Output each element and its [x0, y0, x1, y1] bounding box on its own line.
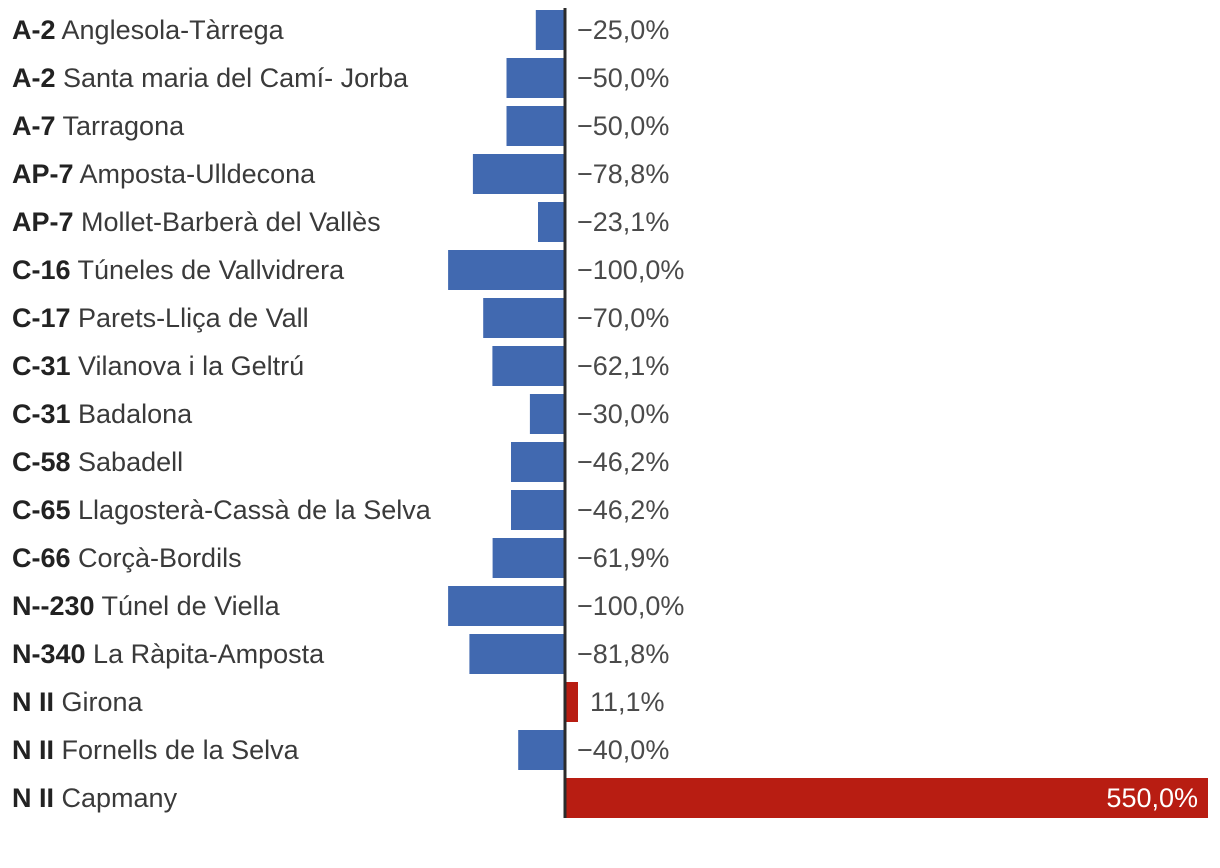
value-label: −61,9% — [577, 543, 669, 573]
road-code-label: C-17 — [12, 303, 71, 333]
value-label: −100,0% — [577, 255, 684, 285]
bar — [448, 250, 565, 290]
value-label: 550,0% — [1106, 783, 1198, 813]
bar — [492, 538, 565, 578]
category-label: C-65 Llagosterà-Cassà de la Selva — [12, 495, 432, 525]
category-label: AP-7 Amposta-Ulldecona — [12, 159, 316, 189]
bar — [483, 298, 565, 338]
place-name-label: Amposta-Ulldecona — [74, 159, 317, 189]
bars-group — [448, 10, 1208, 818]
value-label: −46,2% — [577, 447, 669, 477]
category-label: N--230 Túnel de Viella — [12, 591, 281, 621]
bar — [565, 682, 578, 722]
road-code-label: C-31 — [12, 399, 71, 429]
place-name-label: Túneles de Vallvidrera — [71, 255, 346, 285]
category-label: N-340 La Ràpita-Amposta — [12, 639, 325, 669]
value-label: −50,0% — [577, 63, 669, 93]
place-name-label: Santa maria del Camí- Jorba — [56, 63, 410, 93]
category-label: A-7 Tarragona — [12, 111, 185, 141]
place-name-label: Girona — [54, 687, 144, 717]
bar — [535, 10, 565, 50]
category-label: C-31 Vilanova i la Geltrú — [12, 351, 304, 381]
bar — [529, 394, 565, 434]
value-label: −25,0% — [577, 15, 669, 45]
value-label: 11,1% — [590, 687, 665, 717]
place-name-label: Corçà-Bordils — [71, 543, 242, 573]
value-label: −70,0% — [577, 303, 669, 333]
category-label: N II Girona — [12, 687, 144, 717]
category-label: A-2 Santa maria del Camí- Jorba — [12, 63, 409, 93]
value-label: −62,1% — [577, 351, 669, 381]
road-code-label: A-7 — [12, 111, 56, 141]
bar — [506, 58, 565, 98]
road-code-label: N II — [12, 783, 54, 813]
value-label: −100,0% — [577, 591, 684, 621]
bar — [511, 490, 565, 530]
road-code-label: A-2 — [12, 15, 56, 45]
bar — [518, 730, 565, 770]
bar — [492, 346, 565, 386]
bar — [472, 154, 565, 194]
place-name-label: Capmany — [54, 783, 178, 813]
road-code-label: AP-7 — [12, 159, 74, 189]
road-code-label: N--230 — [12, 591, 95, 621]
category-label: N II Fornells de la Selva — [12, 735, 300, 765]
place-name-label: La Ràpita-Amposta — [86, 639, 326, 669]
road-code-label: C-65 — [12, 495, 71, 525]
place-name-label: Sabadell — [71, 447, 184, 477]
category-label: N II Capmany — [12, 783, 178, 813]
bar — [469, 634, 565, 674]
value-label: −50,0% — [577, 111, 669, 141]
category-label: A-2 Anglesola-Tàrrega — [12, 15, 285, 45]
value-label: −78,8% — [577, 159, 669, 189]
bar — [506, 106, 565, 146]
category-label: C-31 Badalona — [12, 399, 193, 429]
category-label: C-16 Túneles de Vallvidrera — [12, 255, 345, 285]
value-label: −30,0% — [577, 399, 669, 429]
value-label: −40,0% — [577, 735, 669, 765]
road-code-label: N II — [12, 735, 54, 765]
value-label: −23,1% — [577, 207, 669, 237]
road-code-label: N-340 — [12, 639, 86, 669]
road-code-label: AP-7 — [12, 207, 74, 237]
place-name-label: Tarragona — [56, 111, 186, 141]
bar — [565, 778, 1208, 818]
category-label: C-58 Sabadell — [12, 447, 183, 477]
place-name-label: Parets-Lliça de Vall — [71, 303, 309, 333]
road-code-label: C-58 — [12, 447, 71, 477]
road-code-label: C-16 — [12, 255, 71, 285]
place-name-label: Mollet-Barberà del Vallès — [74, 207, 381, 237]
place-name-label: Badalona — [71, 399, 194, 429]
bar — [448, 586, 565, 626]
value-labels-group: −25,0% −50,0% −50,0% −78,8% −23,1% −100,0% −70… — [577, 15, 1198, 813]
road-code-label: C-66 — [12, 543, 71, 573]
value-label: −81,8% — [577, 639, 669, 669]
category-label: AP-7 Mollet-Barberà del Vallès — [12, 207, 381, 237]
road-code-label: A-2 — [12, 63, 56, 93]
road-code-label: C-31 — [12, 351, 71, 381]
place-name-label: Túnel de Viella — [95, 591, 281, 621]
category-label: C-66 Corçà-Bordils — [12, 543, 242, 573]
place-name-label: Fornells de la Selva — [54, 735, 300, 765]
place-name-label: Llagosterà-Cassà de la Selva — [71, 495, 432, 525]
road-code-label: N II — [12, 687, 54, 717]
bar — [538, 202, 565, 242]
value-label: −46,2% — [577, 495, 669, 525]
bar — [511, 442, 565, 482]
place-name-label: Vilanova i la Geltrú — [71, 351, 305, 381]
category-label: C-17 Parets-Lliça de Vall — [12, 303, 309, 333]
place-name-label: Anglesola-Tàrrega — [56, 15, 285, 45]
